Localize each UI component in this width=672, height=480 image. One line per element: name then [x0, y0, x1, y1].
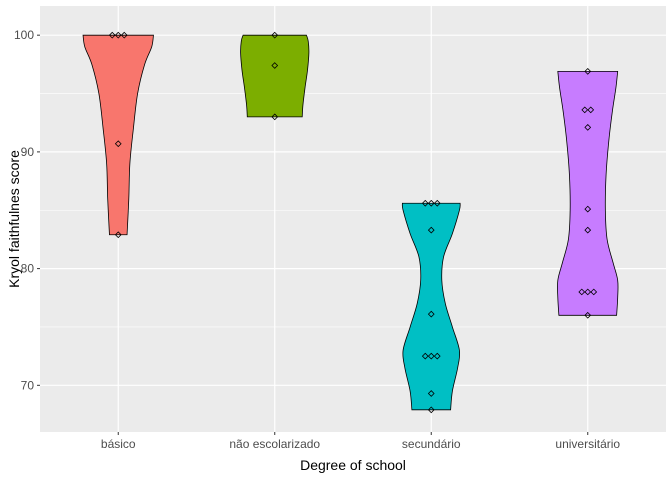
data-point	[114, 231, 122, 239]
data-point	[584, 226, 592, 234]
data-point	[584, 205, 592, 213]
violin-2	[240, 34, 310, 118]
data-point	[427, 199, 435, 207]
x-tick-label: básico	[101, 437, 136, 451]
data-point	[427, 352, 435, 360]
violin-3	[401, 202, 461, 411]
x-axis: básico não escolarizado secundário universi…	[101, 432, 620, 451]
data-point	[584, 288, 592, 296]
data-point	[271, 62, 279, 69]
data-point	[427, 390, 435, 397]
violins	[82, 34, 619, 411]
data-points	[108, 31, 598, 414]
data-point	[421, 352, 429, 360]
x-axis-title: Degree of school	[300, 457, 406, 473]
data-point	[114, 140, 122, 148]
y-tick-label: 90	[21, 145, 35, 159]
violin-1	[82, 34, 154, 236]
data-point	[427, 226, 435, 234]
data-point	[120, 31, 128, 39]
data-point	[114, 31, 122, 39]
x-tick-label: universitário	[555, 437, 620, 451]
y-tick-label: 70	[21, 378, 35, 392]
x-tick-label: não escolarizado	[229, 437, 320, 451]
data-point	[108, 31, 116, 39]
data-point	[584, 124, 592, 131]
data-point	[587, 106, 595, 114]
data-point	[427, 406, 435, 414]
data-point	[590, 288, 598, 296]
y-axis: 70 80 90 100	[14, 28, 40, 392]
data-point	[271, 31, 279, 39]
data-point	[584, 67, 592, 75]
y-axis-title: Kryol faithfulnes score	[6, 150, 22, 288]
data-point	[578, 288, 586, 296]
data-point	[421, 199, 429, 207]
data-point	[433, 199, 441, 207]
data-point	[427, 310, 435, 318]
y-tick-label: 100	[14, 28, 34, 42]
data-point	[584, 311, 592, 319]
data-point	[581, 106, 589, 114]
data-point	[433, 352, 441, 360]
data-point	[271, 113, 279, 121]
violin-4	[557, 70, 619, 316]
y-tick-label: 80	[21, 262, 35, 276]
x-tick-label: secundário	[402, 437, 461, 451]
